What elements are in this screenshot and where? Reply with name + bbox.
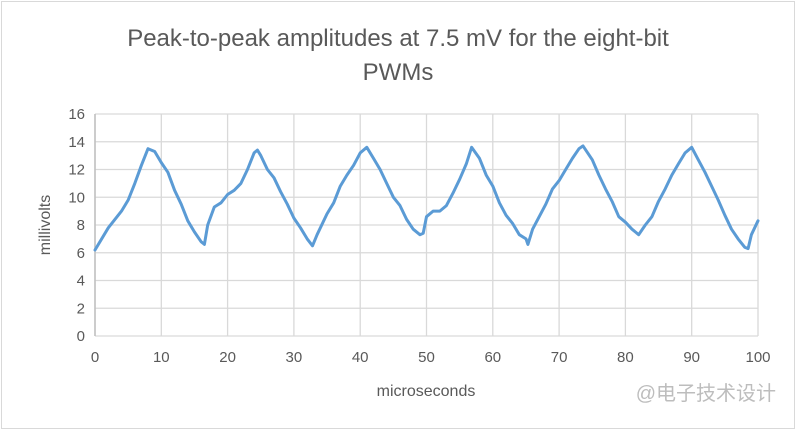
y-tick-label: 16 xyxy=(68,106,85,123)
x-tick-label: 30 xyxy=(286,349,303,366)
x-tick-label: 10 xyxy=(153,349,170,366)
x-tick-label: 80 xyxy=(617,349,634,366)
chart-title: Peak-to-peak amplitudes at 7.5 mV for th… xyxy=(0,22,796,90)
series-line xyxy=(93,144,760,252)
y-axis-label: millivolts xyxy=(37,195,54,255)
x-tick-label: 40 xyxy=(352,349,369,366)
y-tick-label: 4 xyxy=(77,273,85,290)
y-tick-label: 0 xyxy=(77,328,85,345)
x-tick-label: 70 xyxy=(551,349,568,366)
y-tick-label: 2 xyxy=(77,300,85,317)
y-tick-label: 6 xyxy=(77,245,85,262)
x-axis-label: microseconds xyxy=(377,383,476,400)
x-tick-label: 50 xyxy=(418,349,435,366)
y-tick-label: 8 xyxy=(77,217,85,234)
watermark: @电子技术设计 xyxy=(635,383,776,405)
x-tick-label: 60 xyxy=(484,349,501,366)
y-tick-label: 14 xyxy=(68,134,85,151)
x-tick-label: 0 xyxy=(91,349,99,366)
x-tick-label: 100 xyxy=(745,349,770,366)
x-tick-label: 20 xyxy=(219,349,236,366)
chart-title-line-2: PWMs xyxy=(362,59,434,86)
x-tick-label: 90 xyxy=(683,349,700,366)
chart-title-line-1: Peak-to-peak amplitudes at 7.5 mV for th… xyxy=(127,25,669,52)
y-tick-label: 10 xyxy=(68,189,85,206)
y-tick-label: 12 xyxy=(68,162,85,179)
